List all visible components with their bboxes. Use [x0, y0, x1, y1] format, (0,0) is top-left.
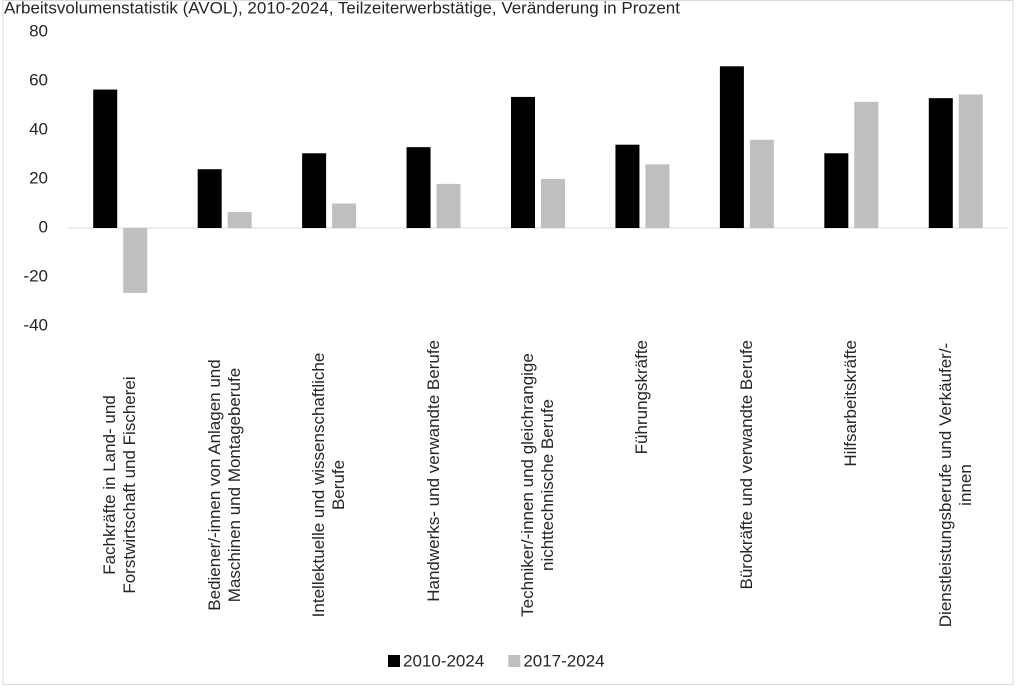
bar [958, 94, 983, 228]
y-tick-label: 80 [29, 21, 48, 40]
y-tick-label: 20 [29, 168, 48, 187]
x-tick-label: Handwerks- und verwandte Berufe [424, 340, 444, 630]
legend-label: 2010-2024 [403, 651, 484, 670]
bar [93, 89, 118, 228]
x-tick-text: Intellektuelle und wissenschaftliche Ber… [309, 352, 349, 618]
bar [615, 144, 640, 228]
x-tick-label: Führungskräfte [632, 340, 652, 630]
x-tick-text: Hilfsarbeitskräfte [841, 340, 861, 467]
y-tick-label: 60 [29, 70, 48, 89]
x-tick-text: Dienstleistungsberufe und Verkäufer/-inn… [935, 342, 975, 628]
legend-label: 2017-2024 [523, 651, 604, 670]
x-tick-text: Techniker/-innen und gleichrangige nicht… [518, 353, 557, 617]
bar [302, 153, 327, 228]
bar [719, 66, 744, 228]
bar [645, 164, 670, 228]
bar [511, 96, 535, 228]
bar [749, 139, 774, 228]
bar [332, 203, 357, 228]
x-tick-text: Führungskräfte [632, 340, 652, 455]
x-tick-text: Fachkräfte in Land- und Forstwirtschaft … [100, 376, 140, 594]
bar [928, 98, 953, 229]
bar [436, 183, 461, 228]
x-tick-label: Dienstleistungsberufe und Verkäufer/-inn… [936, 340, 976, 630]
legend-swatch [388, 655, 400, 667]
y-tick-label: 0 [39, 217, 48, 236]
x-tick-label: Techniker/-innen und gleichrangige nicht… [518, 340, 558, 630]
y-tick-label: 40 [29, 119, 48, 138]
x-tick-text: Bediener/-innen von Anlagen und Maschine… [204, 359, 244, 611]
bar [854, 101, 879, 228]
bar [227, 212, 252, 228]
y-tick-label: -20 [23, 266, 48, 285]
chart-title: Arbeitsvolumenstatistik (AVOL), 2010-202… [4, 0, 680, 17]
x-tick-label: Intellektuelle und wissenschaftliche Ber… [309, 340, 349, 630]
x-tick-label: Bürokräfte und verwandte Berufe [737, 340, 757, 630]
y-tick-label: -40 [23, 315, 48, 334]
bar [824, 153, 849, 228]
bar [541, 179, 565, 228]
x-tick-text: Bürokräfte und verwandte Berufe [736, 340, 756, 590]
x-tick-text: Handwerks- und verwandte Berufe [423, 340, 443, 602]
x-tick-label: Fachkräfte in Land- und Forstwirtschaft … [100, 340, 140, 630]
bar [197, 169, 222, 228]
legend-swatch [508, 655, 521, 667]
bar [123, 228, 148, 293]
bar [406, 147, 431, 228]
x-tick-label: Hilfsarbeitskräfte [841, 340, 861, 630]
x-tick-label: Bediener/-innen von Anlagen und Maschine… [205, 340, 245, 630]
